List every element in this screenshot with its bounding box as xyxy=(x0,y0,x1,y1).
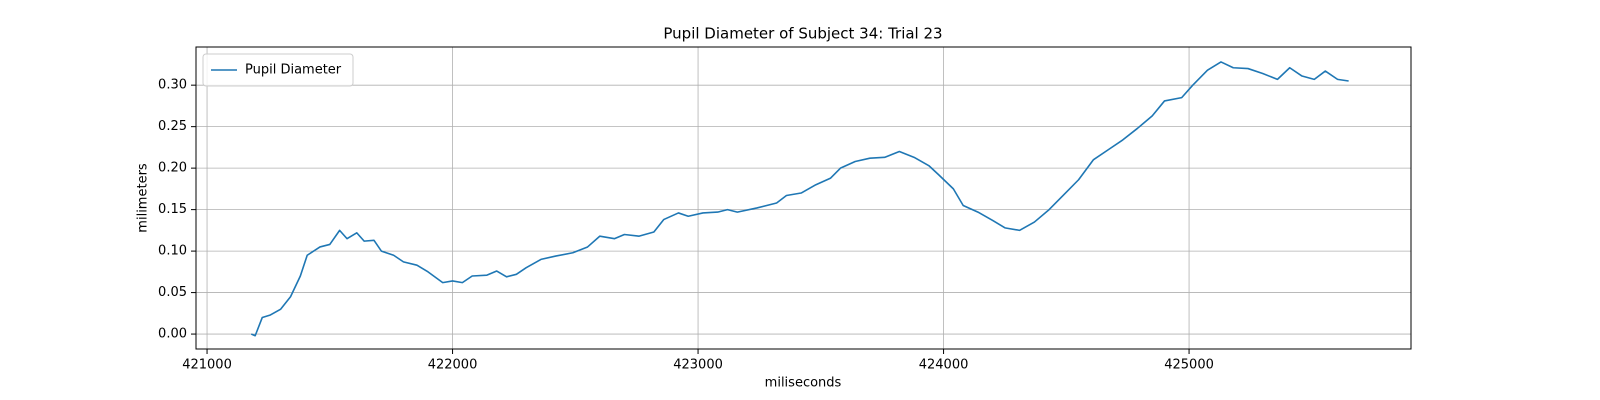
y-tick-label: 0.15 xyxy=(158,202,187,217)
x-tick-label: 424000 xyxy=(919,358,969,373)
legend-label: Pupil Diameter xyxy=(245,63,342,78)
y-axis-label: milimeters xyxy=(136,163,151,233)
data-line xyxy=(250,61,1349,337)
y-tick-label: 0.25 xyxy=(158,119,187,134)
plot-frame xyxy=(195,46,1412,350)
chart-title: Pupil Diameter of Subject 34: Trial 23 xyxy=(663,25,942,43)
legend-box xyxy=(202,53,354,87)
y-tick-label: 0.20 xyxy=(158,161,187,176)
x-tick-label: 425000 xyxy=(1164,358,1214,373)
x-tick-label: 422000 xyxy=(428,358,478,373)
y-tick-label: 0.10 xyxy=(158,244,187,259)
y-tick-label: 0.30 xyxy=(158,78,187,93)
x-tick-label: 421000 xyxy=(182,358,232,373)
y-tick-label: 0.05 xyxy=(158,285,187,300)
y-tick-label: 0.00 xyxy=(158,327,187,342)
x-axis-label: miliseconds xyxy=(765,376,842,391)
x-tick-label: 423000 xyxy=(673,358,723,373)
